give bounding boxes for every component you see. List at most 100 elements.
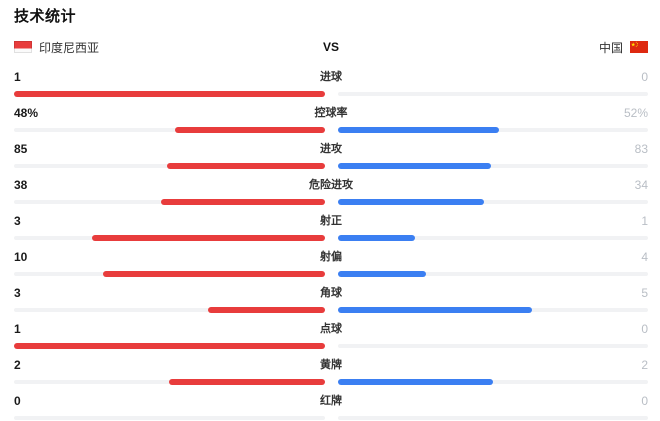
left-team-value: 1 xyxy=(14,322,21,336)
stat-row-labels: 0 红牌 0 xyxy=(14,394,648,408)
stats-rows: 1 进球 0 48% 控球率 52% xyxy=(14,61,648,421)
stat-row-labels: 3 角球 5 xyxy=(14,286,648,300)
stat-row-labels: 85 进攻 83 xyxy=(14,142,648,156)
right-team-value: 52% xyxy=(623,106,648,120)
stat-label: 红牌 xyxy=(320,395,342,407)
left-bar-track xyxy=(14,307,325,313)
stat-label: 控球率 xyxy=(314,107,348,119)
right-bar-track xyxy=(337,127,648,133)
right-bar-track xyxy=(337,271,648,277)
stat-row: 2 黄牌 2 xyxy=(14,349,648,385)
stat-label: 射正 xyxy=(320,215,342,227)
right-team-value: 0 xyxy=(641,322,648,336)
stat-row-bars xyxy=(14,343,648,349)
stat-label: 进攻 xyxy=(320,143,342,155)
left-team-value: 38 xyxy=(14,178,28,192)
stat-row: 0 红牌 0 xyxy=(14,385,648,421)
left-bar-fill xyxy=(102,271,325,277)
left-bar-track xyxy=(14,416,325,420)
left-bar-fill xyxy=(91,235,325,241)
right-bar-fill xyxy=(337,307,532,313)
right-bar-track xyxy=(337,163,648,169)
left-team-value: 3 xyxy=(14,214,21,228)
left-bar-track xyxy=(14,343,325,349)
right-bar-track xyxy=(337,235,648,241)
team-right-name: 中国 xyxy=(598,40,623,55)
left-team-value: 3 xyxy=(14,286,21,300)
left-bar-track xyxy=(14,127,325,133)
right-bar-track xyxy=(337,416,648,420)
right-team-value: 83 xyxy=(634,142,648,156)
left-bar-track xyxy=(14,379,325,385)
stat-row-labels: 48% 控球率 52% xyxy=(14,106,648,120)
stat-row: 48% 控球率 52% xyxy=(14,97,648,133)
left-bar-fill xyxy=(175,127,325,133)
stat-row: 85 进攻 83 xyxy=(14,133,648,169)
right-team-value: 1 xyxy=(641,214,648,228)
stat-label: 黄牌 xyxy=(320,359,342,371)
stat-row-labels: 10 射偏 4 xyxy=(14,250,648,264)
teams-header: 印度尼西亚 VS 中国 xyxy=(14,39,648,56)
team-left: 印度尼西亚 xyxy=(14,39,99,56)
stat-label: 点球 xyxy=(320,323,342,335)
left-bar-track xyxy=(14,235,325,241)
left-bar-fill xyxy=(167,163,325,169)
right-bar-track xyxy=(337,344,648,348)
team-left-name: 印度尼西亚 xyxy=(39,40,100,55)
left-bar-track xyxy=(14,163,325,169)
stat-row: 10 射偏 4 xyxy=(14,241,648,277)
stat-row-bars xyxy=(14,199,648,205)
stat-row-labels: 1 点球 0 xyxy=(14,322,648,336)
stat-row: 1 进球 0 xyxy=(14,61,648,97)
stat-row-bars xyxy=(14,235,648,241)
left-team-value: 48% xyxy=(14,106,39,120)
right-bar-track xyxy=(337,379,648,385)
right-bar-track xyxy=(337,307,648,313)
left-team-value: 0 xyxy=(14,394,21,408)
stat-row-bars xyxy=(14,307,648,313)
right-team-value: 34 xyxy=(634,178,648,192)
right-bar-fill xyxy=(337,127,499,133)
left-bar-fill xyxy=(14,91,325,97)
right-team-value: 5 xyxy=(641,286,648,300)
indonesia-flag-icon xyxy=(14,41,32,53)
stat-label: 射偏 xyxy=(320,251,342,263)
stat-row-labels: 2 黄牌 2 xyxy=(14,358,648,372)
stat-row: 3 射正 1 xyxy=(14,205,648,241)
stat-row-labels: 3 射正 1 xyxy=(14,214,648,228)
left-bar-fill xyxy=(14,343,325,349)
stat-row: 1 点球 0 xyxy=(14,313,648,349)
stat-row-bars xyxy=(14,271,648,277)
left-bar-track xyxy=(14,91,325,97)
left-team-value: 85 xyxy=(14,142,28,156)
stat-label: 进球 xyxy=(320,71,342,83)
china-flag-icon xyxy=(630,41,648,53)
stat-row: 38 危险进攻 34 xyxy=(14,169,648,205)
team-right: 中国 xyxy=(599,39,648,56)
stat-row-bars xyxy=(14,163,648,169)
right-team-value: 2 xyxy=(641,358,648,372)
left-team-value: 1 xyxy=(14,70,21,84)
stat-row-bars xyxy=(14,127,648,133)
vs-label: VS xyxy=(322,40,340,54)
left-bar-track xyxy=(14,199,325,205)
stat-row-bars xyxy=(14,416,648,420)
left-team-value: 2 xyxy=(14,358,21,372)
stat-row: 3 角球 5 xyxy=(14,277,648,313)
right-team-value: 0 xyxy=(641,70,648,84)
left-bar-fill xyxy=(208,307,325,313)
right-bar-fill xyxy=(337,379,493,385)
left-bar-fill xyxy=(160,199,325,205)
stat-row-bars xyxy=(14,91,648,97)
left-bar-track xyxy=(14,271,325,277)
left-team-value: 10 xyxy=(14,250,28,264)
right-bar-track xyxy=(337,92,648,96)
stat-label: 角球 xyxy=(320,287,342,299)
stat-row-bars xyxy=(14,379,648,385)
stats-panel: 技术统计 印度尼西亚 VS 中国 1 进球 xyxy=(14,8,648,420)
stat-row-labels: 38 危险进攻 34 xyxy=(14,178,648,192)
right-bar-track xyxy=(337,199,648,205)
page-title: 技术统计 xyxy=(14,8,77,25)
right-bar-fill xyxy=(337,199,485,205)
stat-row-labels: 1 进球 0 xyxy=(14,70,648,84)
